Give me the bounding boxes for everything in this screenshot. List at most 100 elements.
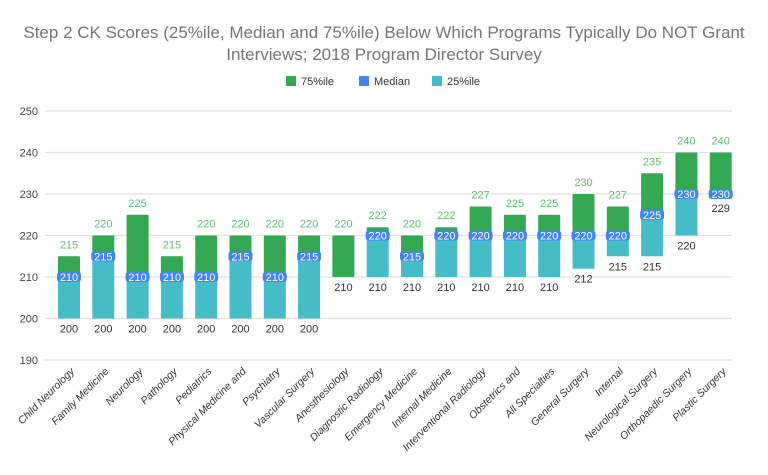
25ile-label: 200 (163, 324, 181, 336)
x-tick-label: Internal Medicine (389, 366, 454, 431)
25ile-label: 200 (266, 324, 284, 336)
bar-25ile (263, 277, 286, 319)
bar-25ile (298, 256, 321, 319)
x-tick-label: Pathology (139, 365, 181, 407)
y-tick-label: 200 (20, 314, 38, 326)
25ile-label: 200 (197, 324, 215, 336)
bar-75ile (195, 235, 218, 277)
bar-25ile (92, 256, 115, 319)
legend-label: 25%ile (447, 76, 480, 88)
75ile-label: 225 (128, 198, 146, 210)
median-marker (262, 272, 287, 282)
25ile-label: 200 (300, 324, 318, 336)
median-label: 215 (231, 251, 249, 263)
75ile-label: 240 (712, 136, 730, 148)
75ile-label: 220 (266, 219, 284, 231)
75ile-label: 220 (94, 219, 112, 231)
legend-label: 75%ile (301, 76, 334, 88)
25ile-label: 215 (609, 261, 627, 273)
median-marker (228, 251, 253, 262)
bar-75ile (401, 235, 423, 257)
median-label: 220 (437, 231, 455, 243)
bar-25ile (435, 235, 458, 277)
legend-swatch (359, 76, 369, 86)
x-tick-label: Neurology (103, 365, 146, 408)
median-marker (365, 230, 390, 241)
bar-75ile (503, 214, 526, 236)
bar-25ile (641, 214, 664, 257)
median-marker (537, 230, 562, 241)
25ile-label: 210 (437, 282, 455, 294)
75ile-label: 222 (437, 210, 455, 222)
median-label: 220 (369, 231, 387, 243)
median-label: 230 (712, 189, 730, 201)
median-marker (605, 230, 630, 241)
75ile-label: 220 (403, 219, 421, 231)
median-marker (571, 230, 596, 241)
bar-25ile (606, 235, 629, 257)
bar-75ile (641, 173, 664, 215)
median-marker (125, 272, 150, 282)
median-marker (468, 230, 493, 241)
75ile-label: 220 (300, 219, 318, 231)
25ile-label: 200 (60, 324, 78, 336)
bar-75ile (572, 194, 595, 236)
75ile-label: 230 (574, 177, 592, 189)
25ile-label: 210 (540, 282, 558, 294)
median-marker (91, 251, 116, 262)
median-label: 215 (94, 251, 112, 263)
bar-75ile (229, 235, 252, 257)
75ile-label: 227 (471, 189, 489, 201)
y-tick-label: 250 (20, 106, 38, 118)
75ile-label: 220 (197, 219, 215, 231)
y-tick-label: 240 (20, 148, 38, 160)
bar-25ile (538, 235, 561, 277)
median-label: 220 (609, 231, 627, 243)
75ile-label: 220 (231, 219, 249, 231)
median-label: 220 (471, 231, 489, 243)
median-label: 230 (677, 189, 695, 201)
25ile-label: 212 (574, 274, 592, 286)
bar-25ile (572, 235, 595, 269)
median-marker (434, 230, 459, 241)
bar-75ile (675, 152, 698, 194)
median-label: 215 (403, 251, 421, 263)
median-label: 225 (643, 210, 661, 222)
median-label: 220 (574, 231, 592, 243)
median-marker (194, 272, 219, 282)
25ile-label: 210 (403, 282, 421, 294)
median-marker (502, 230, 527, 241)
y-tick-label: 220 (20, 231, 38, 243)
median-label: 210 (128, 272, 146, 284)
bar-25ile (366, 235, 389, 277)
median-marker (57, 272, 81, 282)
x-tick-label: Vascular Surgery (252, 365, 318, 431)
median-marker (640, 209, 665, 220)
25ile-label: 200 (128, 324, 146, 336)
bar-75ile (469, 206, 492, 236)
median-label: 210 (163, 272, 181, 284)
median-marker (400, 251, 424, 262)
chart-title: Step 2 CK Scores (25%ile, Median and 75%… (0, 22, 768, 66)
bar-75ile (332, 235, 355, 277)
legend-swatch (286, 76, 296, 86)
bar-75ile (126, 214, 149, 277)
median-label: 210 (197, 272, 215, 284)
25ile-label: 210 (334, 282, 352, 294)
bar-75ile (298, 235, 321, 257)
25ile-label: 210 (506, 282, 524, 294)
75ile-label: 220 (334, 219, 352, 231)
75ile-label: 215 (163, 239, 181, 251)
75ile-label: 227 (609, 189, 627, 201)
y-tick-label: 210 (20, 272, 38, 284)
75ile-label: 222 (369, 210, 387, 222)
x-tick-label: General Surgery (529, 365, 592, 428)
25ile-label: 215 (643, 261, 661, 273)
bar-75ile (92, 235, 115, 257)
bar-75ile (58, 256, 80, 277)
25ile-label: 200 (94, 324, 112, 336)
25ile-label: 220 (677, 241, 695, 253)
median-label: 220 (540, 231, 558, 243)
